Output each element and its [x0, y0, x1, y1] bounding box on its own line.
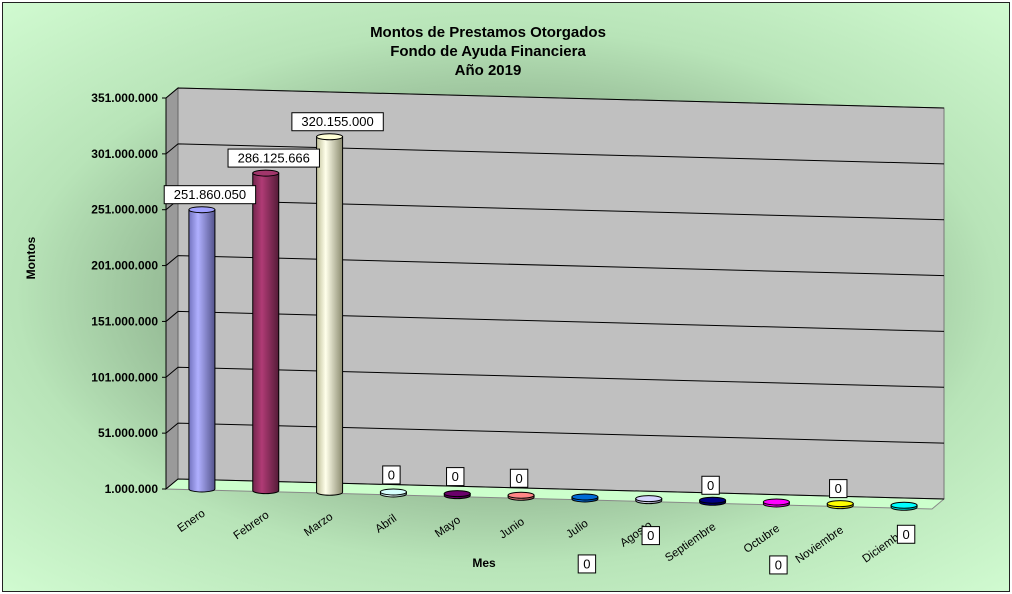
x-tick-label: Mayo [433, 514, 463, 540]
bar-top [826, 500, 854, 508]
bar-top [252, 169, 280, 177]
data-label: 0 [509, 468, 529, 488]
x-tick-label: Junio [497, 516, 526, 542]
gridline [165, 366, 945, 388]
bar-abril[interactable] [379, 488, 407, 498]
bar-top [571, 493, 599, 501]
data-label-box [829, 479, 848, 499]
gridline [165, 255, 945, 277]
data-label-text: 0 [583, 556, 590, 571]
data-label: 0 [829, 479, 848, 499]
data-label-box [446, 467, 465, 487]
data-label-text: 0 [452, 469, 459, 484]
bar-enero[interactable] [188, 206, 216, 493]
data-label-box [577, 554, 597, 574]
y-tick-label: 101.000.000 [91, 370, 158, 384]
y-tick-label: 351.000.000 [91, 91, 158, 105]
chart-title-line-1: Montos de Prestamos Otorgados [370, 24, 606, 41]
bar-top [635, 495, 663, 503]
bar-top [379, 488, 407, 496]
data-label: 286.125.666 [227, 148, 320, 168]
y-tick-label: 1.000.000 [105, 482, 159, 496]
data-label-box [227, 148, 320, 168]
y-tick-label: 151.000.000 [91, 314, 158, 328]
y-tick-label: 201.000.000 [91, 259, 158, 273]
bar-noviembre[interactable] [826, 500, 854, 510]
data-label: 0 [446, 467, 465, 487]
data-label: 251.860.050 [163, 185, 257, 205]
bar-octubre[interactable] [762, 498, 790, 508]
data-label-box [769, 555, 788, 575]
data-label-box [291, 112, 384, 132]
bar-diciembre[interactable] [890, 501, 918, 511]
bar-body [316, 136, 344, 496]
gridline [165, 310, 945, 332]
data-label: 0 [382, 465, 401, 485]
data-label-box [896, 524, 916, 544]
bar-top [188, 206, 216, 214]
data-label: 320.155.000 [291, 112, 384, 132]
bar-marzo[interactable] [316, 133, 344, 496]
bar-body [252, 172, 280, 495]
data-label-box [701, 475, 720, 495]
bar-top [762, 498, 790, 506]
bar-top [443, 490, 471, 498]
data-label: 0 [896, 524, 916, 544]
bar-junio[interactable] [507, 491, 535, 501]
chart-side-wall [165, 86, 179, 491]
data-label-text: 251.860.050 [174, 187, 246, 202]
data-label-text: 0 [775, 557, 782, 572]
y-tick-label: 51.000.000 [98, 426, 158, 440]
bar-top [890, 501, 918, 509]
x-axis-label: Mes [472, 556, 496, 570]
chart-title-line-3: Año 2019 [455, 62, 522, 79]
data-label-text: 286.125.666 [238, 151, 310, 166]
data-label-box [641, 526, 660, 546]
bar-body [188, 209, 216, 493]
gridline [165, 422, 945, 444]
gridline [165, 87, 945, 109]
bar-mayo[interactable] [443, 490, 471, 500]
data-label: 0 [577, 554, 597, 574]
data-label-box [163, 185, 257, 205]
gridline [165, 143, 945, 165]
data-label-text: 0 [388, 467, 395, 482]
data-label-text: 0 [902, 527, 909, 542]
y-axis-label: Montos [24, 236, 38, 279]
chart-title-line-2: Fondo de Ayuda Financiera [390, 43, 586, 60]
data-label-text: 0 [835, 481, 842, 496]
bar-julio[interactable] [571, 493, 599, 503]
bar-top [316, 133, 344, 141]
x-tick-label: Abril [373, 513, 399, 536]
bar-top [699, 496, 727, 504]
data-label-text: 0 [515, 471, 522, 486]
y-tick-label: 251.000.000 [91, 203, 158, 217]
x-tick-label: Febrero [232, 509, 272, 542]
x-tick-label: Marzo [302, 511, 335, 539]
data-label-box [382, 465, 401, 485]
y-tick-label: 301.000.000 [91, 147, 158, 161]
x-tick-label: Enero [176, 508, 208, 535]
bar-top [507, 491, 535, 499]
bar-febrero[interactable] [252, 169, 280, 495]
x-tick-label: Noviembre [794, 524, 846, 566]
data-label: 0 [701, 475, 720, 495]
x-tick-label: Octubre [742, 523, 782, 556]
data-label-text: 0 [647, 528, 654, 543]
data-label: 0 [769, 555, 788, 575]
bar-septiembre[interactable] [699, 496, 727, 506]
data-label-box [509, 468, 529, 488]
x-tick-label: Julio [564, 518, 590, 541]
data-label-text: 320.155.000 [301, 114, 373, 129]
gridline [165, 478, 945, 500]
data-label-text: 0 [707, 478, 714, 493]
bar-agosto[interactable] [635, 495, 663, 505]
x-tick-label: Septiembre [663, 521, 718, 565]
data-label: 0 [641, 526, 660, 546]
